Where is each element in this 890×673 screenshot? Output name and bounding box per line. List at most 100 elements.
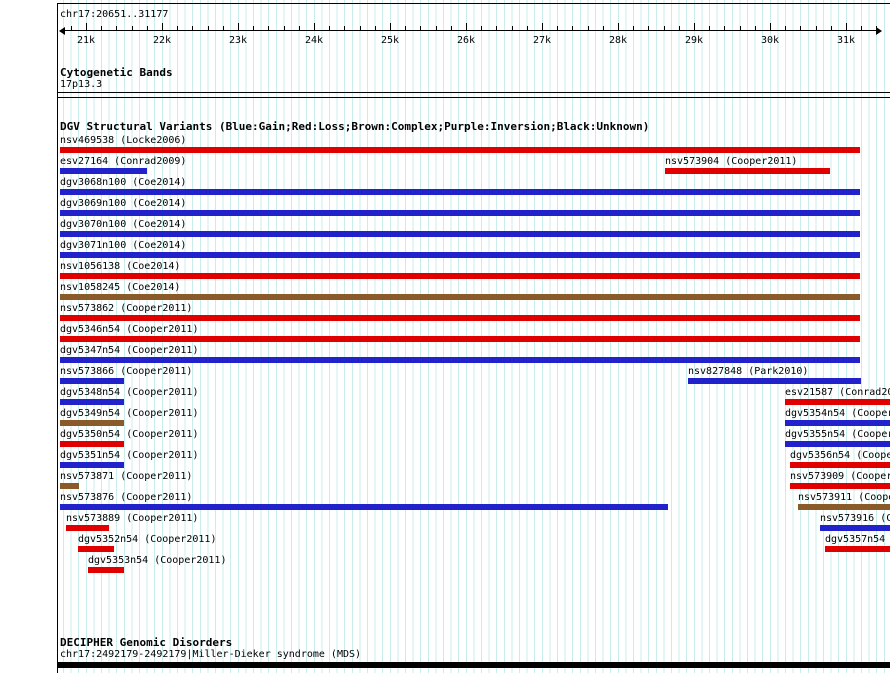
ruler-tick	[192, 26, 194, 31]
section-title-dgv: DGV Structural Variants (Blue:Gain;Red:L…	[60, 120, 650, 133]
variant-bar[interactable]	[60, 336, 860, 342]
ruler-tick	[648, 26, 650, 31]
variant-bar[interactable]	[60, 252, 860, 258]
variant-label: nsv573904 (Cooper2011)	[665, 156, 798, 167]
ruler-tick	[222, 26, 224, 31]
variant-bar[interactable]	[60, 168, 147, 174]
ruler-tick	[298, 26, 300, 31]
ruler-tick	[329, 26, 331, 31]
ruler-tick	[268, 26, 270, 31]
variant-label: nsv573889 (Cooper2011)	[66, 513, 199, 524]
variant-bar[interactable]	[785, 420, 890, 426]
ruler-tick	[450, 26, 452, 31]
panel-border-left	[57, 3, 58, 673]
cytogenetic-band-line	[57, 97, 890, 98]
variant-bar[interactable]	[790, 483, 890, 489]
variant-bar[interactable]	[60, 147, 860, 153]
variant-bar[interactable]	[785, 441, 890, 447]
variant-label: nsv573876 (Cooper2011)	[60, 492, 193, 503]
ruler-right-arrow-icon	[876, 27, 882, 35]
decipher-region-bar[interactable]	[57, 662, 890, 668]
variant-label: nsv573866 (Cooper2011)	[60, 366, 193, 377]
variant-label: nsv1056138 (Coe2014)	[60, 261, 181, 272]
ruler-tick	[86, 23, 87, 31]
variant-label: dgv5352n54 (Cooper2011)	[78, 534, 217, 545]
variant-bar[interactable]	[60, 189, 860, 195]
ruler-tick	[131, 26, 133, 31]
variant-label: dgv3071n100 (Coe2014)	[60, 240, 187, 251]
ruler-tick	[177, 26, 179, 31]
variant-label: nsv573871 (Cooper2011)	[60, 471, 193, 482]
variant-bar[interactable]	[665, 168, 830, 174]
ruler-tick	[390, 23, 391, 31]
ruler-tick	[101, 26, 103, 31]
ruler-tick	[116, 26, 118, 31]
ruler-tick-label: 24k	[304, 35, 324, 46]
ruler-line	[62, 30, 878, 31]
variant-bar[interactable]	[60, 210, 860, 216]
ruler-tick	[557, 26, 559, 31]
ruler-tick-label: 26k	[456, 35, 476, 46]
ruler-tick	[876, 26, 878, 31]
variant-label: nsv1058245 (Coe2014)	[60, 282, 181, 293]
variant-bar[interactable]	[60, 378, 124, 384]
variant-label: nsv573909 (Cooper2011)	[790, 471, 890, 482]
variant-bar[interactable]	[790, 462, 890, 468]
ruler-tick	[435, 26, 437, 31]
variant-bar[interactable]	[66, 525, 109, 531]
variant-bar[interactable]	[60, 399, 124, 405]
variant-bar[interactable]	[60, 315, 860, 321]
ruler-tick	[846, 23, 847, 31]
variant-bar[interactable]	[798, 504, 890, 510]
variant-bar[interactable]	[60, 294, 860, 300]
variant-bar[interactable]	[688, 378, 861, 384]
variant-label: nsv573916 (Cooper2011)	[820, 513, 890, 524]
variant-bar[interactable]	[60, 483, 79, 489]
ruler-tick	[572, 26, 574, 31]
ruler-tick	[770, 23, 771, 31]
variant-label: dgv5348n54 (Cooper2011)	[60, 387, 199, 398]
variant-label: dgv5357n54 (Cooper2011)	[825, 534, 886, 545]
section-title-decipher: DECIPHER Genomic Disorders	[60, 636, 233, 649]
cytogenetic-band-line	[57, 92, 890, 93]
ruler-tick	[633, 26, 635, 31]
ruler-tick	[739, 26, 741, 31]
variant-label: dgv3068n100 (Coe2014)	[60, 177, 187, 188]
variant-bar[interactable]	[60, 231, 860, 237]
variant-label: esv27164 (Conrad2009)	[60, 156, 187, 167]
variant-bar[interactable]	[60, 441, 124, 447]
variant-bar[interactable]	[60, 357, 860, 363]
ruler-tick-label: 21k	[76, 35, 96, 46]
ruler-tick	[146, 26, 148, 31]
variant-label: nsv573911 (Cooper2011)	[798, 492, 890, 503]
ruler-tick	[70, 26, 72, 31]
ruler-tick	[663, 26, 665, 31]
variant-label: dgv5350n54 (Cooper2011)	[60, 429, 199, 440]
variant-bar[interactable]	[820, 525, 890, 531]
variant-label: dgv3069n100 (Coe2014)	[60, 198, 187, 209]
ruler-tick	[496, 26, 498, 31]
variant-bar[interactable]	[88, 567, 124, 573]
ruler-tick	[694, 23, 695, 31]
variant-bar[interactable]	[60, 420, 124, 426]
variant-bar[interactable]	[60, 462, 124, 468]
variant-bar[interactable]	[78, 546, 114, 552]
variant-bar[interactable]	[785, 399, 890, 405]
ruler-tick	[344, 26, 346, 31]
ruler-tick	[709, 26, 711, 31]
variant-label: dgv5353n54 (Cooper2011)	[88, 555, 227, 566]
ruler-tick	[420, 26, 422, 31]
variant-bar[interactable]	[60, 273, 860, 279]
ruler-tick	[678, 26, 680, 31]
variant-label: dgv5355n54 (Cooper2011)	[785, 429, 890, 440]
ruler-tick	[238, 23, 239, 31]
ruler-tick	[405, 26, 407, 31]
ruler-tick	[207, 26, 209, 31]
variant-bar[interactable]	[60, 504, 668, 510]
variant-label: nsv827848 (Park2010)	[688, 366, 809, 377]
ruler-tick	[359, 26, 361, 31]
ruler-tick	[602, 26, 604, 31]
variant-bar[interactable]	[825, 546, 890, 552]
variant-label: dgv5351n54 (Cooper2011)	[60, 450, 199, 461]
